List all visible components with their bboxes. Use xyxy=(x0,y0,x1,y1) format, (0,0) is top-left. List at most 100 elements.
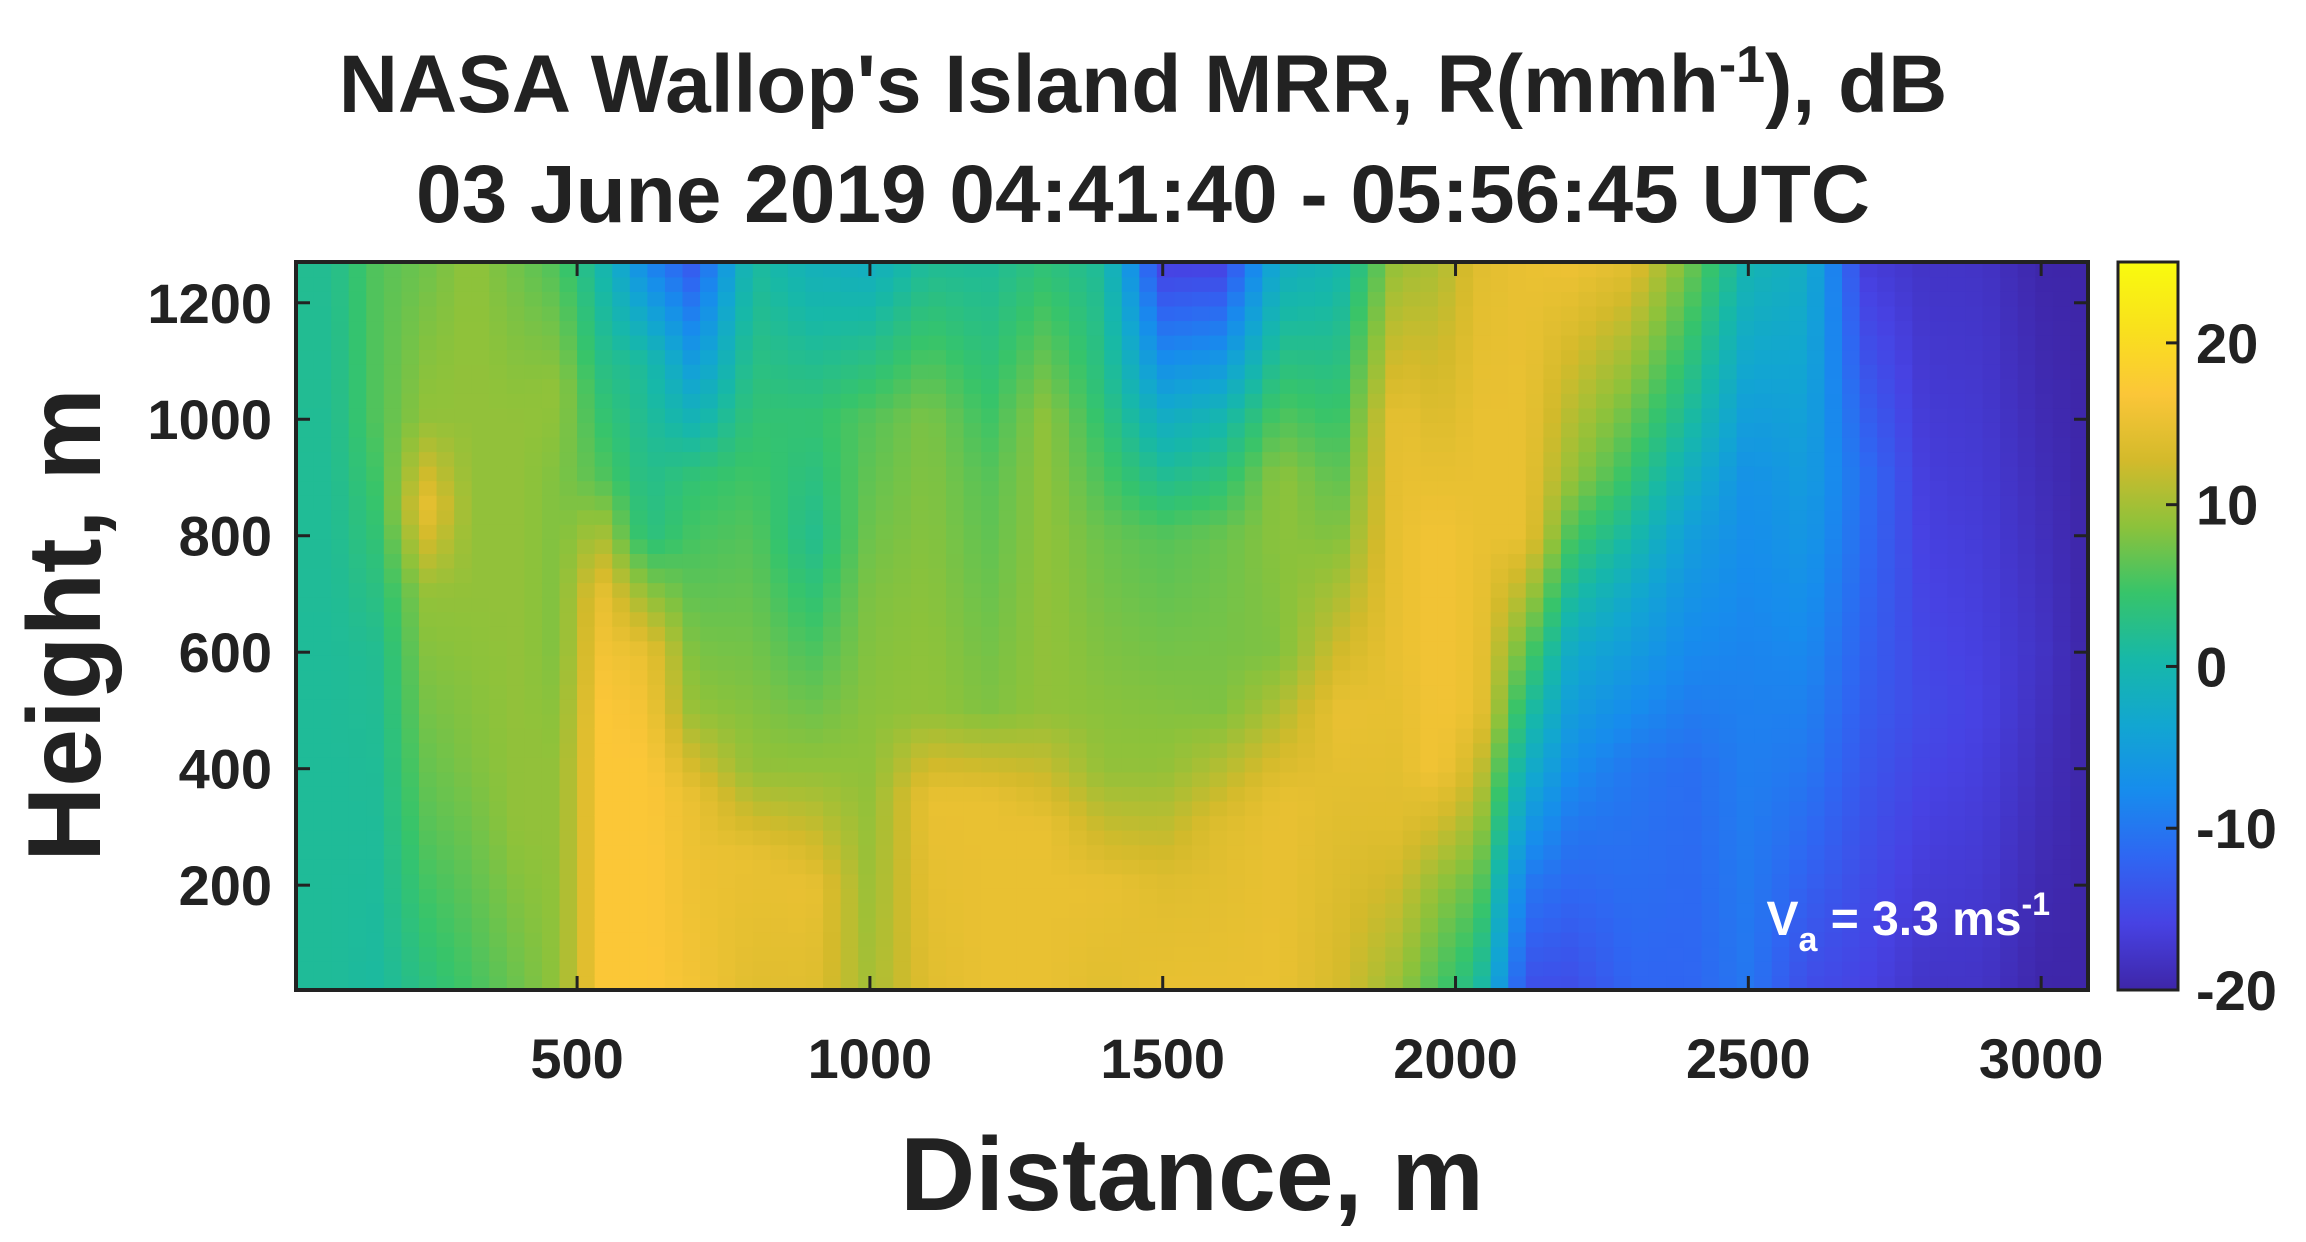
heatmap-cell xyxy=(664,436,684,453)
heatmap-cell xyxy=(1051,946,1070,962)
heatmap-cell xyxy=(1806,626,1826,642)
heatmap-cell xyxy=(1842,800,1861,817)
heatmap-cell xyxy=(471,393,491,409)
heatmap-cell xyxy=(823,291,842,307)
heatmap-cell xyxy=(577,494,596,511)
heatmap-cell xyxy=(1596,422,1615,438)
heatmap-cell xyxy=(1437,727,1457,744)
heatmap-cell xyxy=(1402,829,1422,846)
heatmap-cell xyxy=(1596,975,1615,990)
heatmap-cell xyxy=(1701,640,1720,656)
heatmap-cell xyxy=(1139,524,1158,540)
heatmap-cell xyxy=(752,596,772,613)
heatmap-cell xyxy=(1859,829,1878,846)
heatmap-cell xyxy=(1578,800,1597,817)
heatmap-cell xyxy=(717,626,737,642)
heatmap-cell xyxy=(418,757,438,773)
heatmap-cell xyxy=(524,873,543,889)
heatmap-cell xyxy=(1279,349,1299,365)
heatmap-cell xyxy=(1596,669,1615,686)
heatmap-cell xyxy=(823,407,842,423)
heatmap-cell xyxy=(1332,553,1351,569)
heatmap-cell xyxy=(436,917,455,933)
heatmap-cell xyxy=(594,669,614,686)
heatmap-cell xyxy=(612,655,631,671)
heatmap-cell xyxy=(1051,320,1070,336)
heatmap-cell xyxy=(366,786,385,802)
heatmap-cell xyxy=(1402,436,1422,453)
heatmap-cell xyxy=(577,800,596,817)
heatmap-cell xyxy=(1771,480,1791,496)
heatmap-cell xyxy=(770,436,789,453)
heatmap-cell xyxy=(454,538,473,554)
heatmap-cell xyxy=(1824,436,1843,453)
heatmap-cell xyxy=(1437,960,1457,977)
heatmap-cell xyxy=(559,946,578,962)
heatmap-cell xyxy=(506,786,526,802)
heatmap-cell xyxy=(401,553,420,569)
heatmap-cell xyxy=(401,378,420,394)
heatmap-cell xyxy=(454,975,473,990)
heatmap-cell xyxy=(1367,640,1387,656)
heatmap-cell xyxy=(1227,902,1246,918)
heatmap-cell xyxy=(1227,494,1246,511)
heatmap-cell xyxy=(1314,946,1334,962)
heatmap-cell xyxy=(1806,713,1826,729)
heatmap-cell xyxy=(1683,815,1703,831)
heatmap-cell xyxy=(981,757,1000,773)
heatmap-cell xyxy=(1806,334,1826,351)
heatmap-cell xyxy=(1367,436,1387,453)
heatmap-cell xyxy=(2017,494,2037,511)
heatmap-cell xyxy=(1139,291,1158,307)
heatmap-cell xyxy=(1297,858,1316,875)
heatmap-cell xyxy=(1209,305,1228,322)
heatmap-cell xyxy=(1385,757,1404,773)
heatmap-cell xyxy=(594,727,614,744)
heatmap-cell xyxy=(664,815,684,831)
heatmap-cell xyxy=(1332,538,1351,554)
heatmap-cell xyxy=(1824,596,1843,613)
heatmap-cell xyxy=(1262,757,1281,773)
heatmap-cell xyxy=(1543,800,1562,817)
heatmap-cell xyxy=(1560,582,1580,598)
heatmap-cell xyxy=(1508,582,1527,598)
heatmap-cell xyxy=(1965,320,1984,336)
heatmap-cell xyxy=(840,786,859,802)
heatmap-cell xyxy=(647,960,666,977)
heatmap-cell xyxy=(805,480,824,496)
heatmap-cell xyxy=(963,757,982,773)
heatmap-cell xyxy=(418,975,438,990)
heatmap-cell xyxy=(1666,757,1685,773)
heatmap-cell xyxy=(1929,626,1949,642)
heatmap-cell xyxy=(1104,436,1123,453)
heatmap-cell xyxy=(1560,975,1580,990)
heatmap-cell xyxy=(1033,844,1053,860)
heatmap-cell xyxy=(1051,800,1070,817)
heatmap-cell xyxy=(1525,684,1545,700)
heatmap-cell xyxy=(1543,858,1562,875)
heatmap-cell xyxy=(1771,931,1791,948)
heatmap-cell xyxy=(1385,669,1404,686)
heatmap-cell xyxy=(875,567,895,584)
heatmap-cell xyxy=(418,509,438,525)
heatmap-cell xyxy=(331,844,350,860)
heatmap-cell xyxy=(313,305,332,322)
heatmap-cell xyxy=(1842,465,1861,482)
heatmap-cell xyxy=(383,858,403,875)
heatmap-cell xyxy=(1508,363,1527,380)
heatmap-cell xyxy=(1209,800,1228,817)
heatmap-cell xyxy=(1613,946,1633,962)
heatmap-cell xyxy=(928,669,947,686)
heatmap-cell xyxy=(682,727,701,744)
heatmap-cell xyxy=(1719,494,1738,511)
heatmap-cell xyxy=(612,480,631,496)
heatmap-cell xyxy=(1262,494,1281,511)
heatmap-cell xyxy=(418,334,438,351)
heatmap-cell xyxy=(313,698,332,715)
heatmap-cell xyxy=(524,815,543,831)
heatmap-cell xyxy=(506,626,526,642)
heatmap-cell xyxy=(471,640,491,656)
heatmap-cell xyxy=(331,480,350,496)
heatmap-cell xyxy=(1631,276,1650,292)
heatmap-cell xyxy=(893,276,912,292)
